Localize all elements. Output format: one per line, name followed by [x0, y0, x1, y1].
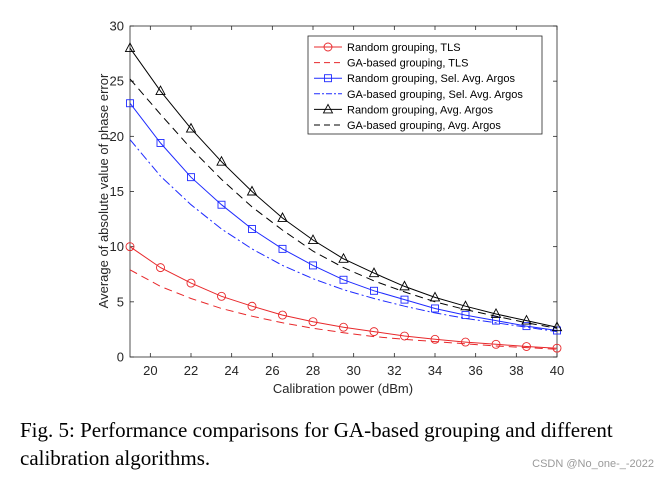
legend-label: Random grouping, Sel. Avg. Argos: [347, 73, 515, 85]
data-point: [125, 242, 135, 252]
data-point: [278, 244, 287, 253]
data-series: [124, 42, 563, 353]
y-tick-label: 5: [117, 294, 124, 309]
x-tick-label: 32: [387, 363, 401, 378]
series-5: [124, 42, 563, 332]
axis-ticks: 20 22 24 26 28 30 32 34 36 38 40 0 5 10 15 20 25 30: [110, 19, 565, 379]
series-6: [129, 78, 558, 329]
data-point: [431, 304, 439, 313]
data-point: [156, 263, 165, 273]
data-point: [247, 301, 257, 311]
figure-caption: Fig. 5: Performance comparisons for GA-b…: [20, 418, 613, 470]
data-point: [338, 252, 349, 263]
y-tick-label: 30: [110, 19, 124, 34]
x-tick-label: 38: [509, 363, 523, 378]
y-tick-label: 15: [110, 184, 124, 199]
legend-label: Random grouping, Avg. Argos: [347, 104, 493, 116]
legend-marker: [323, 42, 333, 52]
legend-label: GA-based grouping, Avg. Argos: [347, 120, 501, 132]
data-point: [522, 322, 531, 331]
x-tick-label: 40: [550, 363, 564, 378]
data-point: [308, 317, 318, 327]
data-point: [461, 337, 470, 347]
x-tick-label: 34: [428, 363, 442, 378]
series-1: [125, 242, 562, 353]
y-axis-label: Average of absolute value of phase error: [96, 73, 111, 308]
x-tick-label: 20: [143, 363, 157, 378]
x-tick-label: 28: [306, 363, 320, 378]
y-tick-label: 25: [110, 74, 124, 89]
data-point: [339, 275, 348, 284]
x-tick-label: 36: [468, 363, 482, 378]
data-point: [187, 173, 195, 182]
data-point: [246, 185, 258, 196]
y-tick-label: 10: [110, 239, 124, 254]
series-line: [129, 269, 558, 350]
data-point: [461, 311, 470, 320]
data-point: [490, 308, 502, 318]
series-4: [129, 139, 558, 333]
data-point: [400, 331, 409, 341]
data-point: [155, 85, 166, 96]
series-line: [129, 47, 558, 328]
series-2: [129, 269, 558, 350]
data-point: [522, 342, 531, 351]
line-chart: 20 22 24 26 28 30 32 34 36 38 40 0 5 10 15 20 25 30 Calib…: [96, 19, 565, 397]
data-point: [551, 321, 563, 332]
data-point: [185, 122, 197, 133]
data-point: [278, 310, 287, 320]
x-tick-label: 24: [224, 363, 238, 378]
data-point: [248, 225, 256, 233]
data-point: [277, 212, 288, 222]
series-line: [129, 246, 558, 349]
data-point: [552, 343, 562, 353]
data-point: [339, 322, 348, 332]
y-tick-label: 0: [117, 350, 124, 365]
legend-label: Random grouping, TLS: [347, 42, 461, 54]
data-point: [307, 234, 319, 244]
watermark-text: CSDN @No_one-_-2022: [532, 458, 654, 470]
legend-box: [307, 35, 543, 135]
data-point: [216, 155, 227, 166]
data-point: [429, 291, 441, 302]
x-tick-label: 30: [346, 363, 360, 378]
series-line: [129, 102, 558, 331]
data-point: [124, 42, 136, 53]
legend-marker: [322, 103, 334, 114]
legend-label: GA-based grouping, TLS: [347, 58, 468, 70]
data-point: [370, 286, 378, 295]
data-point: [521, 314, 532, 325]
data-point: [126, 99, 134, 108]
y-tick-label: 20: [110, 129, 124, 144]
data-point: [491, 339, 501, 349]
data-point: [430, 334, 440, 344]
data-point: [399, 280, 410, 291]
legend-marker: [324, 74, 332, 83]
data-point: [156, 139, 165, 147]
data-point: [368, 267, 380, 278]
data-point: [400, 295, 409, 304]
series-line: [129, 139, 558, 333]
x-tick-label: 26: [265, 363, 279, 378]
data-point: [309, 261, 317, 270]
series-line: [129, 78, 558, 329]
x-tick-label: 22: [184, 363, 198, 378]
x-axis-label: Calibration power (dBm): [273, 381, 413, 396]
data-point: [217, 291, 226, 301]
data-point: [186, 278, 196, 288]
data-point: [369, 327, 379, 337]
data-point: [217, 200, 226, 209]
legend-label: GA-based grouping, Sel. Avg. Argos: [347, 89, 523, 101]
legend: Random grouping, TLS GA-based grouping, T…: [307, 35, 543, 135]
